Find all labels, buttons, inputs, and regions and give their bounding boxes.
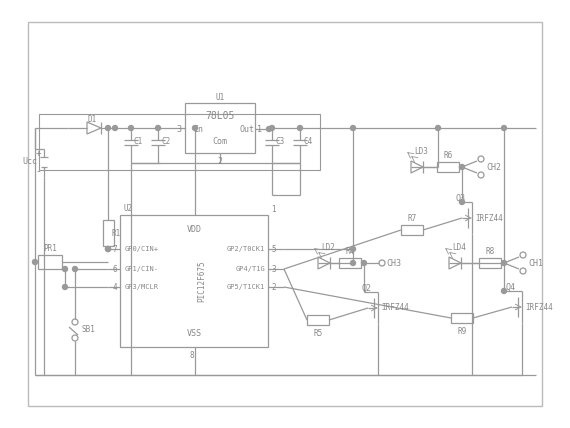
- Text: IRFZ44: IRFZ44: [475, 214, 503, 223]
- Text: SB1: SB1: [82, 326, 96, 335]
- Text: R5: R5: [314, 329, 323, 338]
- Circle shape: [361, 261, 367, 265]
- Text: R7: R7: [408, 214, 417, 223]
- Circle shape: [72, 267, 78, 271]
- Text: R8: R8: [486, 247, 495, 256]
- Text: CH2: CH2: [486, 163, 501, 172]
- Text: CH1: CH1: [528, 259, 543, 268]
- Text: PIC12F675: PIC12F675: [197, 260, 206, 302]
- Text: GP1/CIN-: GP1/CIN-: [125, 266, 159, 272]
- Circle shape: [193, 125, 197, 131]
- Text: U2: U2: [124, 203, 133, 212]
- Text: IRFZ44: IRFZ44: [381, 303, 409, 312]
- Text: 3: 3: [271, 265, 276, 273]
- Circle shape: [351, 261, 356, 265]
- Bar: [451, 313, 473, 323]
- Text: 78L05: 78L05: [205, 111, 235, 121]
- Text: R6: R6: [443, 151, 453, 160]
- Text: 5: 5: [271, 244, 276, 253]
- Circle shape: [156, 125, 161, 131]
- Circle shape: [502, 261, 507, 265]
- Text: +: +: [35, 149, 41, 158]
- Circle shape: [351, 125, 356, 131]
- Text: VSS: VSS: [186, 329, 202, 338]
- Text: U1: U1: [215, 92, 225, 101]
- Text: In: In: [193, 125, 203, 134]
- Text: 4: 4: [112, 282, 117, 291]
- Circle shape: [32, 259, 38, 265]
- Text: LD4: LD4: [452, 243, 466, 252]
- Text: Q3: Q3: [455, 193, 465, 202]
- Circle shape: [267, 127, 271, 131]
- Text: 7: 7: [112, 244, 117, 253]
- Text: 8: 8: [190, 351, 194, 360]
- Text: 2: 2: [271, 282, 276, 291]
- Text: C3: C3: [275, 137, 284, 146]
- Text: LD2: LD2: [321, 243, 335, 252]
- Bar: [120, 215, 268, 347]
- Circle shape: [105, 125, 111, 131]
- Bar: [28, 22, 542, 406]
- Text: C2: C2: [161, 137, 170, 146]
- Text: Q4: Q4: [505, 282, 515, 291]
- Text: Out: Out: [239, 125, 254, 134]
- Text: 2: 2: [218, 157, 222, 166]
- Text: GP4/T1G: GP4/T1G: [235, 266, 265, 272]
- Text: 1: 1: [271, 205, 276, 214]
- Text: 1: 1: [257, 125, 262, 134]
- Text: D1: D1: [87, 115, 96, 124]
- Bar: [39, 114, 320, 170]
- Text: VDD: VDD: [186, 225, 202, 234]
- Text: Q2: Q2: [361, 283, 371, 292]
- Text: 3: 3: [176, 125, 181, 134]
- Text: C1: C1: [134, 137, 143, 146]
- Bar: [103, 220, 113, 246]
- Circle shape: [270, 125, 275, 131]
- Text: GP3/MCLR: GP3/MCLR: [125, 284, 159, 290]
- Bar: [339, 258, 361, 268]
- Text: C4: C4: [303, 137, 312, 146]
- Text: R4: R4: [345, 247, 355, 256]
- Circle shape: [112, 125, 117, 131]
- Bar: [185, 103, 255, 153]
- Circle shape: [351, 247, 356, 252]
- Text: Com: Com: [213, 137, 227, 146]
- Text: GP2/T0CK1: GP2/T0CK1: [227, 246, 265, 252]
- Circle shape: [459, 164, 465, 169]
- Text: GP5/T1CK1: GP5/T1CK1: [227, 284, 265, 290]
- Bar: [307, 315, 329, 325]
- Circle shape: [63, 267, 67, 271]
- Circle shape: [128, 125, 133, 131]
- Text: -: -: [35, 166, 41, 176]
- Circle shape: [459, 199, 465, 205]
- Text: R1: R1: [112, 229, 121, 238]
- Text: LD3: LD3: [414, 146, 428, 155]
- Bar: [479, 258, 501, 268]
- Bar: [437, 162, 459, 172]
- Text: IRFZ44: IRFZ44: [525, 303, 553, 312]
- Circle shape: [105, 247, 111, 252]
- Text: 6: 6: [112, 265, 117, 273]
- Circle shape: [502, 125, 507, 131]
- Text: PR1: PR1: [43, 244, 57, 253]
- Text: GP0/CIN+: GP0/CIN+: [125, 246, 159, 252]
- Text: CH3: CH3: [386, 259, 401, 268]
- Circle shape: [502, 288, 507, 294]
- Circle shape: [435, 125, 441, 131]
- Text: R9: R9: [457, 327, 467, 336]
- Circle shape: [105, 247, 111, 252]
- Text: Ucc: Ucc: [22, 158, 37, 166]
- Bar: [38, 255, 62, 269]
- Bar: [401, 225, 423, 235]
- Circle shape: [63, 285, 67, 289]
- Circle shape: [298, 125, 303, 131]
